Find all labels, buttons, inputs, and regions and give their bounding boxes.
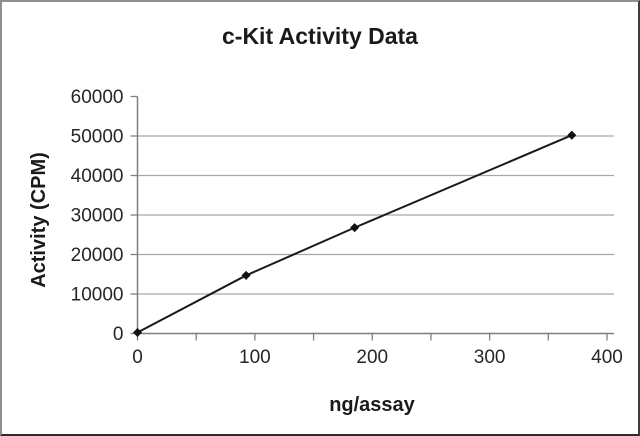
data-point-marker bbox=[350, 223, 360, 233]
chart-title: c-Kit Activity Data bbox=[222, 23, 418, 49]
x-axis-title: ng/assay bbox=[329, 394, 415, 416]
y-tick-label: 50000 bbox=[71, 127, 124, 148]
y-tick-label: 0 bbox=[113, 324, 124, 345]
data-point-marker bbox=[241, 270, 251, 280]
x-tick-label: 100 bbox=[239, 347, 271, 368]
y-tick-label: 40000 bbox=[71, 166, 124, 187]
y-tick-label: 10000 bbox=[71, 285, 124, 306]
y-axis-title: Activity (CPM) bbox=[28, 152, 50, 288]
x-tick-label: 300 bbox=[474, 347, 506, 368]
y-tick-label: 60000 bbox=[71, 87, 124, 108]
y-tick-label: 30000 bbox=[71, 206, 124, 227]
x-tick-label: 400 bbox=[591, 347, 623, 368]
data-line bbox=[136, 134, 573, 334]
data-point-marker bbox=[567, 130, 577, 140]
data-point-marker bbox=[132, 327, 143, 338]
x-tick-label: 200 bbox=[356, 347, 388, 368]
y-tick-label: 20000 bbox=[71, 245, 124, 266]
x-tick-label: 0 bbox=[132, 347, 143, 368]
